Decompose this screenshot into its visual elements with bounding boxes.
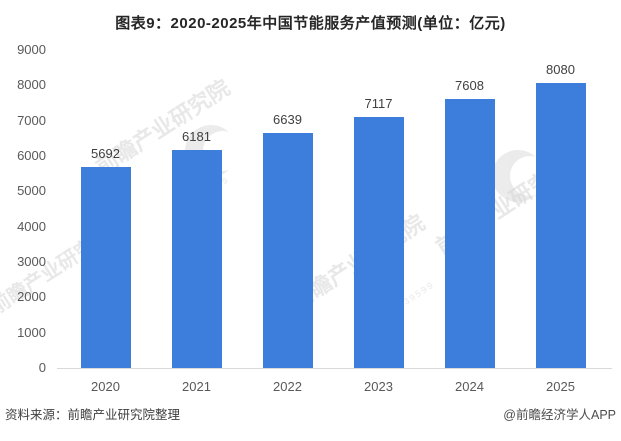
bar-2020 [80, 166, 131, 368]
x-axis-tick-label: 2024 [455, 379, 484, 394]
y-axis-tick-label: 4000 [17, 218, 46, 234]
y-axis-tick-label: 5000 [17, 183, 46, 199]
y-axis-tick-label: 0 [38, 360, 46, 375]
y-axis-tick-label: 8000 [17, 77, 46, 93]
y-axis-tick-label: 9000 [17, 42, 46, 57]
x-axis-tick-label: 2021 [182, 379, 211, 394]
chart-title: 图表9：2020-2025年中国节能服务产值预测(单位：亿元) [115, 15, 506, 32]
credit-note: @前瞻经济学人APP [503, 408, 616, 422]
bar-value-label: 8080 [546, 61, 575, 77]
y-axis-tick-label: 2000 [17, 289, 46, 305]
bar-value-label: 7117 [364, 95, 393, 111]
y-axis-tick-label: 7000 [17, 112, 46, 128]
x-axis-tick-label: 2025 [546, 379, 575, 394]
x-axis-tick-label: 2023 [364, 379, 393, 394]
bar-value-label: 7608 [455, 78, 484, 94]
bar-2022 [262, 133, 313, 368]
bar-2023 [353, 116, 404, 368]
bar-2025 [535, 82, 586, 368]
x-axis-tick-label: 2020 [91, 379, 120, 394]
x-axis-tick-label: 2022 [273, 379, 302, 394]
bar-value-label: 6639 [273, 112, 302, 128]
source-note: 资料来源：前瞻产业研究院整理 [5, 408, 181, 422]
x-axis-line [57, 368, 612, 369]
bar-value-label: 6181 [182, 128, 211, 144]
bar-value-label: 5692 [91, 145, 120, 161]
y-axis-tick-label: 3000 [17, 254, 46, 269]
bar-2021 [171, 149, 222, 368]
bar-2024 [444, 99, 495, 368]
y-axis-tick-label: 1000 [17, 324, 46, 340]
y-axis-tick-label: 6000 [17, 148, 46, 163]
